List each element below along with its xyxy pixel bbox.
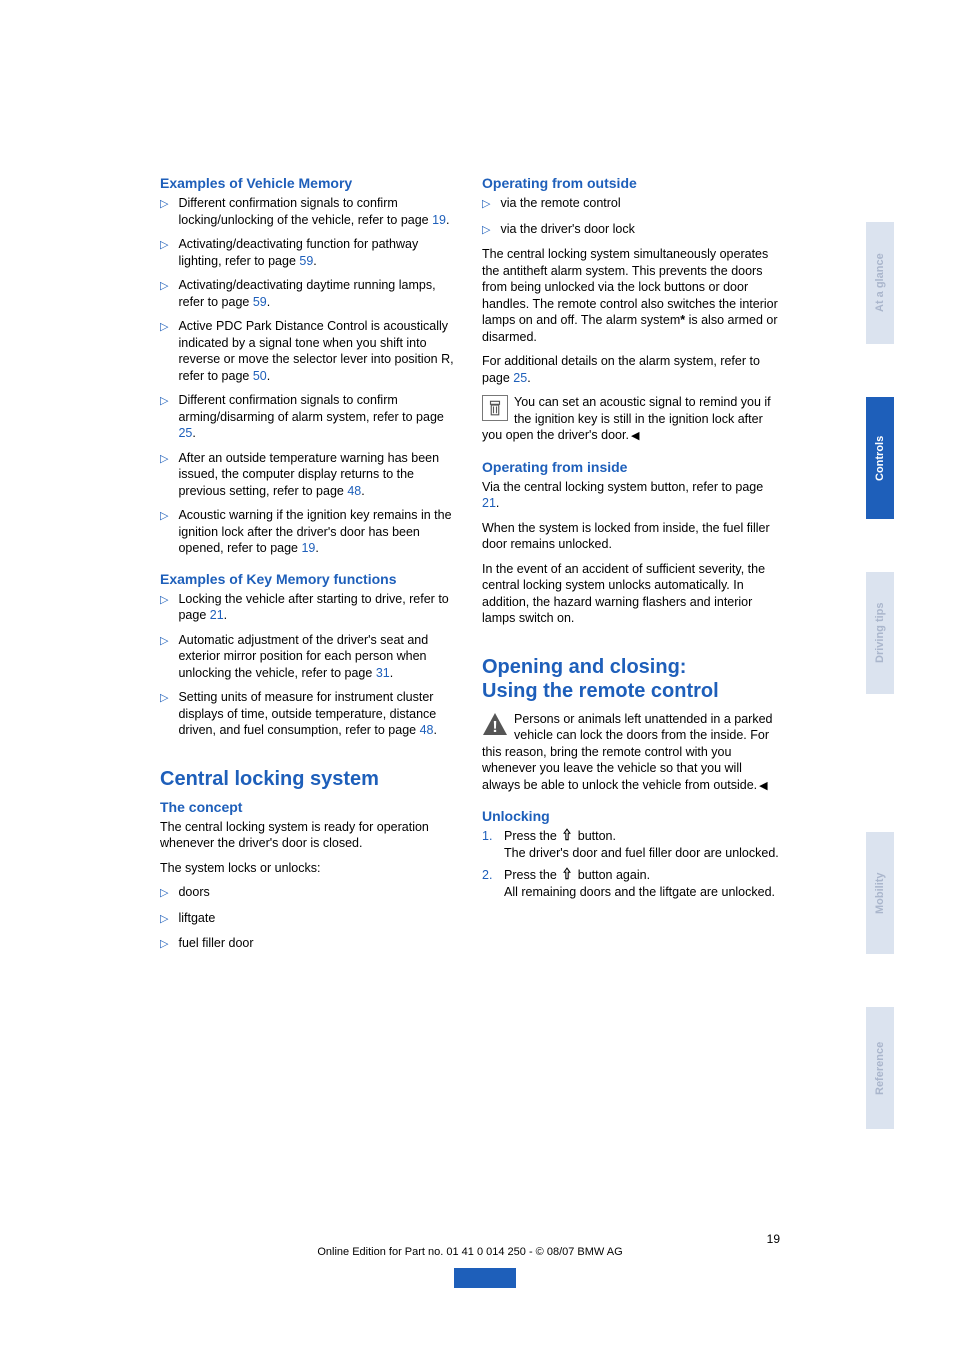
page-link[interactable]: 59 (299, 254, 313, 268)
page-link[interactable]: 21 (210, 608, 224, 622)
list-item: ▷via the driver's door lock (482, 221, 780, 239)
page-number: 19 (160, 1232, 780, 1246)
list-item: ▷doors (160, 884, 458, 902)
tab-driving-tips[interactable]: Driving tips (866, 572, 894, 694)
triangle-bullet-icon: ▷ (160, 393, 168, 410)
page-link[interactable]: 50 (253, 369, 267, 383)
unlock-key-icon (560, 828, 574, 842)
end-marker-icon: ◀ (759, 778, 767, 795)
triangle-bullet-icon: ▷ (160, 451, 168, 468)
triangle-bullet-icon: ▷ (160, 508, 168, 525)
triangle-bullet-icon: ▷ (160, 633, 168, 650)
right-column: Operating from outside ▷via the remote c… (482, 175, 780, 961)
heading-unlocking: Unlocking (482, 808, 780, 824)
page-link[interactable]: 25 (178, 426, 192, 440)
page-link[interactable]: 19 (432, 213, 446, 227)
paragraph: The central locking system is ready for … (160, 819, 458, 852)
triangle-bullet-icon: ▷ (160, 690, 168, 707)
list-item: ▷Setting units of measure for instrument… (160, 689, 458, 739)
heading-vehicle-memory: Examples of Vehicle Memory (160, 175, 458, 191)
warning-callout: ! Persons or animals left unattended in … (482, 711, 780, 795)
key-memory-icon (482, 395, 508, 421)
list-item: ▷Acoustic warning if the ignition key re… (160, 507, 458, 557)
steps-unlocking: 1. Press the button. The driver's door a… (482, 828, 780, 900)
heading-the-concept: The concept (160, 799, 458, 815)
list-key-memory: ▷Locking the vehicle after starting to d… (160, 591, 458, 739)
list-item: ▷liftgate (160, 910, 458, 928)
list-item: ▷Locking the vehicle after starting to d… (160, 591, 458, 624)
footer-line: Online Edition for Part no. 01 41 0 014 … (160, 1246, 780, 1258)
heading-operating-outside: Operating from outside (482, 175, 780, 191)
page-link[interactable]: 21 (482, 496, 496, 510)
paragraph: For additional details on the alarm syst… (482, 353, 780, 386)
tab-controls[interactable]: Controls (866, 397, 894, 519)
page-link[interactable]: 31 (376, 666, 390, 680)
list-operating-outside: ▷via the remote control ▷via the driver'… (482, 195, 780, 238)
list-item: ▷Different confirmation signals to confi… (160, 195, 458, 228)
triangle-bullet-icon: ▷ (160, 196, 168, 213)
page-content: Examples of Vehicle Memory ▷Different co… (160, 175, 780, 961)
heading-key-memory: Examples of Key Memory functions (160, 571, 458, 587)
step-number: 2. (482, 867, 496, 884)
tab-mobility[interactable]: Mobility (866, 832, 894, 954)
step-number: 1. (482, 828, 496, 845)
tab-reference[interactable]: Reference (866, 1007, 894, 1129)
heading-central-locking: Central locking system (160, 767, 458, 791)
paragraph: The central locking system simultaneousl… (482, 246, 780, 345)
triangle-bullet-icon: ▷ (482, 222, 490, 239)
triangle-bullet-icon: ▷ (160, 592, 168, 609)
left-column: Examples of Vehicle Memory ▷Different co… (160, 175, 458, 961)
triangle-bullet-icon: ▷ (482, 196, 490, 213)
footer: 19 Online Edition for Part no. 01 41 0 0… (160, 1232, 780, 1258)
tab-at-a-glance[interactable]: At a glance (866, 222, 894, 344)
page-link[interactable]: 25 (513, 371, 527, 385)
unlock-key-icon (560, 867, 574, 881)
triangle-bullet-icon: ▷ (160, 911, 168, 928)
triangle-bullet-icon: ▷ (160, 319, 168, 336)
heading-opening-closing: Opening and closing:Using the remote con… (482, 655, 780, 703)
list-item: ▷fuel filler door (160, 935, 458, 953)
list-vehicle-memory: ▷Different confirmation signals to confi… (160, 195, 458, 557)
triangle-bullet-icon: ▷ (160, 278, 168, 295)
paragraph: When the system is locked from inside, t… (482, 520, 780, 553)
page-link[interactable]: 48 (347, 484, 361, 498)
list-item: ▷via the remote control (482, 195, 780, 213)
heading-operating-inside: Operating from inside (482, 459, 780, 475)
list-item: ▷Different confirmation signals to confi… (160, 392, 458, 442)
paragraph: The system locks or unlocks: (160, 860, 458, 877)
step-item: 2. Press the button again. All remaining… (482, 867, 780, 900)
side-tabs: At a glance Controls Driving tips Mobili… (866, 0, 894, 1350)
page-link[interactable]: 48 (420, 723, 434, 737)
tip-callout: You can set an acoustic signal to remind… (482, 394, 780, 445)
triangle-bullet-icon: ▷ (160, 936, 168, 953)
page-marker (454, 1268, 516, 1288)
triangle-bullet-icon: ▷ (160, 237, 168, 254)
list-item: ▷Active PDC Park Distance Control is aco… (160, 318, 458, 384)
warning-icon: ! (482, 712, 508, 736)
triangle-bullet-icon: ▷ (160, 885, 168, 902)
list-system-items: ▷doors ▷liftgate ▷fuel filler door (160, 884, 458, 953)
list-item: ▷Automatic adjustment of the driver's se… (160, 632, 458, 682)
svg-text:!: ! (492, 719, 497, 736)
step-item: 1. Press the button. The driver's door a… (482, 828, 780, 861)
paragraph: Via the central locking system button, r… (482, 479, 780, 512)
end-marker-icon: ◀ (631, 428, 639, 445)
page-link[interactable]: 19 (301, 541, 315, 555)
paragraph: In the event of an accident of sufficien… (482, 561, 780, 627)
page-link[interactable]: 59 (253, 295, 267, 309)
list-item: ▷After an outside temperature warning ha… (160, 450, 458, 500)
list-item: ▷Activating/deactivating daytime running… (160, 277, 458, 310)
list-item: ▷Activating/deactivating function for pa… (160, 236, 458, 269)
